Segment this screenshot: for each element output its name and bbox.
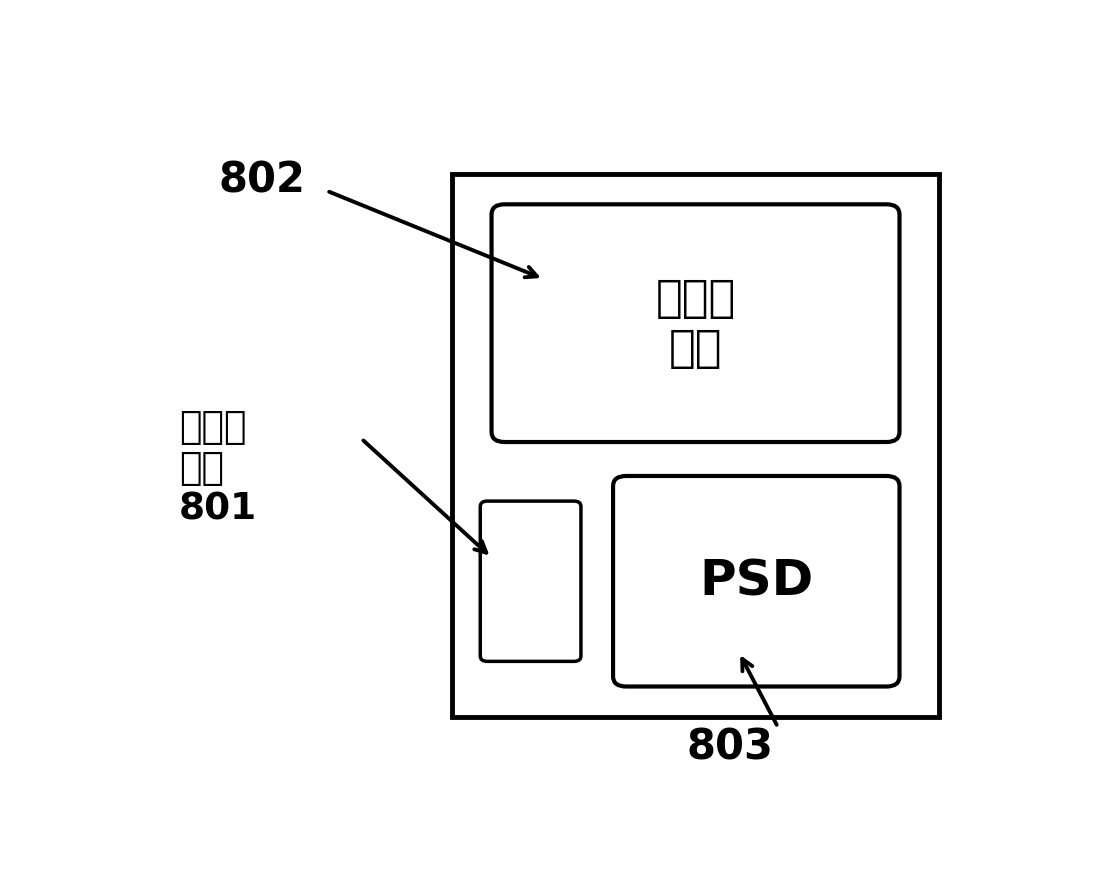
Text: PSD: PSD [699,557,813,605]
FancyBboxPatch shape [613,476,899,686]
FancyBboxPatch shape [480,501,581,662]
Text: 距仪: 距仪 [179,452,224,487]
Text: 803: 803 [687,727,774,768]
Text: 801: 801 [179,492,258,528]
Text: 倾角传
感器: 倾角传 感器 [655,277,736,370]
FancyBboxPatch shape [492,205,899,442]
Text: 802: 802 [218,160,305,202]
FancyBboxPatch shape [452,174,939,717]
Text: 红外测: 红外测 [179,410,246,446]
